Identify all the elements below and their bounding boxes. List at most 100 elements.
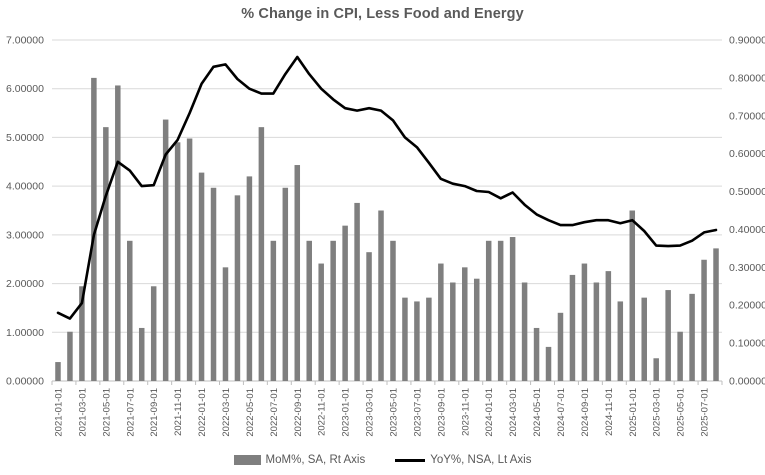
bar: [103, 127, 109, 382]
bar: [186, 138, 193, 381]
bar: [318, 263, 324, 381]
svg-text:2025-03-01: 2025-03-01: [652, 388, 663, 437]
svg-text:2022-11-01: 2022-11-01: [317, 388, 328, 436]
svg-text:2024-01-01: 2024-01-01: [484, 388, 495, 437]
yoy-line-swatch-icon: [395, 458, 426, 462]
bar: [653, 358, 659, 381]
svg-text:2025-01-01: 2025-01-01: [628, 388, 639, 437]
svg-text:1.00000: 1.00000: [6, 327, 44, 339]
bar: [222, 267, 229, 381]
svg-text:2021-11-01: 2021-11-01: [173, 388, 184, 436]
bar: [378, 210, 384, 381]
bar: [593, 282, 600, 381]
svg-text:2023-01-01: 2023-01-01: [341, 388, 352, 437]
bar: [521, 282, 528, 381]
bar: [462, 267, 468, 381]
svg-text:0.30000: 0.30000: [729, 262, 765, 274]
bar: [509, 237, 516, 381]
legend-item-yoy: YoY%, NSA, Lt Axis: [395, 454, 531, 466]
bar: [677, 331, 683, 381]
bar: [91, 77, 97, 381]
svg-text:0.00000: 0.00000: [729, 376, 765, 388]
svg-text:4.00000: 4.00000: [6, 181, 44, 193]
bar: [545, 346, 552, 381]
bar: [485, 240, 492, 381]
bar: [55, 362, 61, 381]
svg-text:2022-03-01: 2022-03-01: [221, 388, 232, 437]
svg-text:0.70000: 0.70000: [729, 110, 765, 122]
bar: [330, 240, 336, 381]
bar: [127, 240, 133, 381]
bar: [402, 297, 408, 381]
svg-text:2023-11-01: 2023-11-01: [460, 388, 471, 436]
bar: [701, 259, 707, 381]
bar: [581, 263, 588, 381]
svg-text:0.40000: 0.40000: [729, 224, 765, 236]
bar: [629, 210, 636, 381]
bar: [282, 187, 289, 381]
svg-text:7.00000: 7.00000: [6, 35, 44, 47]
bar: [138, 327, 145, 381]
svg-text:2024-09-01: 2024-09-01: [580, 388, 591, 437]
bar: [605, 271, 612, 381]
bar: [426, 297, 432, 381]
bar: [258, 127, 265, 382]
svg-text:5.00000: 5.00000: [6, 132, 44, 144]
svg-text:0.90000: 0.90000: [729, 35, 765, 47]
svg-text:0.60000: 0.60000: [729, 148, 765, 160]
svg-text:2025-05-01: 2025-05-01: [676, 388, 687, 437]
yoy-line: [56, 55, 718, 320]
bar: [210, 187, 217, 381]
bar: [414, 301, 420, 381]
svg-text:2024-05-01: 2024-05-01: [532, 388, 543, 437]
svg-text:2.00000: 2.00000: [6, 278, 44, 290]
svg-text:2024-03-01: 2024-03-01: [508, 388, 519, 437]
bar: [174, 142, 181, 381]
svg-text:2021-09-01: 2021-09-01: [149, 388, 160, 437]
svg-text:2023-09-01: 2023-09-01: [436, 388, 447, 437]
bar: [665, 290, 671, 381]
bar: [450, 282, 456, 381]
bar: [67, 331, 73, 381]
mom-bars: [55, 77, 719, 382]
svg-text:2022-07-01: 2022-07-01: [269, 388, 280, 437]
bar: [713, 248, 719, 381]
bar: [162, 119, 169, 382]
bar: [198, 172, 205, 381]
bar: [438, 263, 444, 381]
bar: [366, 252, 372, 381]
bar: [533, 327, 540, 381]
svg-text:0.20000: 0.20000: [729, 300, 765, 312]
svg-text:0.50000: 0.50000: [729, 186, 765, 198]
svg-text:2021-01-01: 2021-01-01: [53, 388, 64, 437]
legend: MoM%, SA, Rt Axis YoY%, NSA, Lt Axis: [0, 448, 765, 472]
svg-text:0.00000: 0.00000: [6, 376, 44, 388]
bar: [342, 225, 348, 381]
bar: [270, 240, 277, 381]
bar: [79, 286, 85, 381]
bar: [497, 240, 504, 381]
svg-text:2023-07-01: 2023-07-01: [412, 388, 423, 437]
bar: [473, 278, 480, 381]
svg-text:2025-07-01: 2025-07-01: [700, 388, 711, 437]
legend-label-yoy: YoY%, NSA, Lt Axis: [430, 454, 532, 466]
bar: [294, 165, 301, 381]
svg-text:2023-03-01: 2023-03-01: [365, 388, 376, 437]
bar: [150, 286, 157, 381]
svg-text:6.00000: 6.00000: [6, 83, 44, 95]
svg-text:2022-09-01: 2022-09-01: [293, 388, 304, 437]
svg-text:0.10000: 0.10000: [729, 338, 765, 350]
right-axis-labels: 0.90000 0.80000 0.70000 0.60000 0.50000 0.400…: [729, 35, 765, 388]
x-axis-labels: 2021-01-01 2021-03-01 2021-05-01 2021-07-01…: [53, 388, 710, 437]
bar: [557, 312, 564, 381]
mom-bar-swatch-icon: [233, 455, 261, 465]
svg-text:2022-01-01: 2022-01-01: [197, 388, 208, 437]
svg-text:2021-07-01: 2021-07-01: [125, 388, 136, 437]
bar: [689, 293, 695, 381]
svg-text:2024-07-01: 2024-07-01: [556, 388, 567, 437]
svg-text:3.00000: 3.00000: [6, 229, 44, 241]
svg-text:0.80000: 0.80000: [729, 72, 765, 84]
svg-text:2021-03-01: 2021-03-01: [77, 388, 88, 437]
